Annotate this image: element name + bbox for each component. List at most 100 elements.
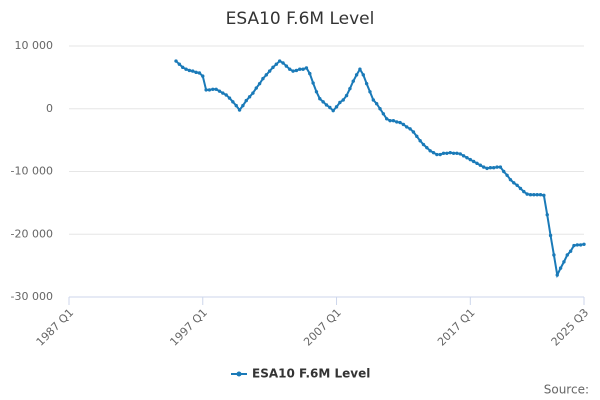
data-point: [227, 96, 232, 100]
data-point: [321, 100, 325, 104]
data-point: [475, 161, 479, 166]
data-point: [441, 151, 446, 156]
data-point: [418, 139, 422, 143]
data-point: [468, 157, 472, 162]
data-point: [505, 173, 509, 177]
data-point: [354, 73, 359, 77]
data-point: [358, 67, 362, 71]
data-point: [328, 105, 332, 110]
data-point: [241, 103, 245, 108]
data-point: [512, 181, 516, 185]
data-point: [405, 125, 409, 129]
data-point: [194, 70, 198, 75]
data-point: [211, 87, 215, 91]
data-point: [351, 79, 355, 83]
data-point: [234, 103, 238, 108]
data-point: [451, 151, 456, 156]
data-point: [277, 59, 282, 63]
data-point: [361, 73, 365, 77]
data-point: [425, 145, 429, 150]
x-tick-label: 2007 Q1: [301, 306, 344, 349]
data-point: [582, 242, 586, 246]
source: Source:: [544, 383, 589, 397]
data-point: [458, 152, 462, 156]
data-point: [348, 86, 352, 91]
data-point: [314, 90, 319, 94]
data-point: [508, 177, 513, 182]
data-point: [558, 266, 563, 270]
data-point: [187, 68, 192, 73]
x-tick-label: 2017 Q1: [435, 306, 478, 349]
data-point: [184, 67, 188, 71]
data-point: [318, 97, 322, 101]
data-point: [271, 65, 275, 70]
data-point: [281, 61, 285, 65]
y-tick-label: 0: [46, 102, 53, 115]
data-point: [535, 193, 539, 197]
data-point: [207, 88, 212, 92]
data-point: [398, 120, 402, 125]
data-point: [465, 155, 469, 160]
data-point: [378, 107, 382, 111]
data-point: [461, 154, 466, 158]
x-tick-label: 1997 Q1: [167, 306, 210, 349]
data-point: [448, 150, 452, 155]
data-point: [408, 127, 412, 131]
data-point: [401, 122, 406, 127]
data-point: [304, 66, 309, 70]
data-point: [237, 108, 242, 112]
data-point: [267, 69, 272, 73]
data-point: [555, 273, 559, 277]
data-point: [455, 151, 459, 156]
data-point: [575, 243, 580, 247]
data-point: [254, 86, 258, 90]
data-point: [578, 243, 583, 247]
data-point: [515, 183, 519, 188]
data-point: [421, 142, 426, 147]
data-point: [204, 88, 208, 92]
data-point: [244, 98, 248, 103]
data-point: [528, 193, 533, 197]
data-point: [264, 73, 269, 77]
data-point: [338, 100, 342, 105]
data-point: [518, 186, 523, 191]
data-point: [288, 67, 292, 71]
data-point: [415, 134, 419, 139]
y-tick-label: -10 000: [11, 165, 53, 178]
data-point: [538, 193, 543, 197]
data-point: [284, 64, 289, 68]
data-point: [247, 95, 252, 99]
data-point: [324, 103, 329, 107]
data-point: [565, 253, 569, 257]
data-point: [371, 98, 376, 102]
data-point: [231, 100, 235, 104]
data-point: [478, 163, 483, 167]
data-point: [502, 169, 506, 174]
data-point: [341, 98, 345, 102]
y-tick-label: -30 000: [11, 290, 53, 303]
chart-title: ESA10 F.6M Level: [226, 9, 375, 29]
data-point: [308, 71, 312, 76]
data-point: [438, 152, 442, 157]
data-point: [344, 93, 349, 98]
data-point: [552, 253, 556, 257]
data-point: [568, 249, 573, 253]
data-point: [525, 192, 529, 196]
data-point: [428, 149, 432, 153]
data-point: [364, 81, 369, 86]
data-point: [274, 62, 279, 66]
data-point: [291, 69, 295, 73]
data-point: [498, 165, 503, 169]
legend-marker: [236, 371, 242, 377]
data-point: [481, 165, 486, 169]
data-point: [542, 193, 546, 198]
data-point: [257, 81, 262, 86]
data-point: [495, 165, 499, 169]
y-tick-label: -20 000: [11, 227, 53, 240]
legend-label: ESA10 F.6M Level: [252, 367, 370, 381]
data-point: [311, 81, 315, 85]
data-point: [174, 59, 178, 63]
data-point: [492, 166, 496, 170]
data-point: [181, 65, 185, 70]
